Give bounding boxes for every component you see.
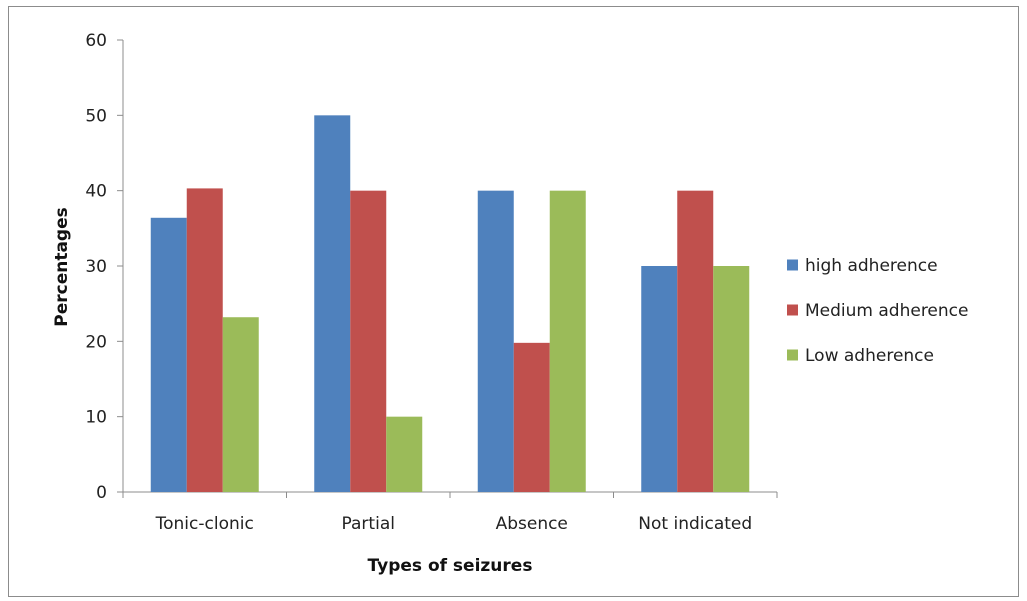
x-category-label: Tonic-clonic — [155, 514, 254, 534]
bars — [150, 115, 750, 492]
bar — [386, 416, 423, 492]
y-tick-label: 30 — [85, 257, 107, 277]
bar — [549, 190, 586, 492]
bar — [677, 190, 714, 492]
x-axis: Tonic-clonic Partial Absence Not indicated — [122, 491, 778, 534]
x-axis-title: Types of seizures — [368, 556, 533, 576]
legend: high adherence Medium adherence Low adhere… — [787, 256, 968, 366]
bar — [641, 266, 678, 492]
y-axis: 0 10 20 30 40 50 60 — [85, 31, 124, 503]
legend-label: high adherence — [805, 256, 938, 276]
y-axis-title: Percentages — [52, 207, 72, 327]
legend-label: Medium adherence — [805, 301, 968, 321]
y-tick-label: 40 — [85, 182, 107, 202]
bar — [477, 190, 514, 492]
x-category-label: Partial — [342, 514, 395, 534]
bar — [314, 115, 351, 492]
x-category-label: Absence — [496, 514, 568, 534]
bar — [186, 188, 223, 492]
chart-border — [8, 6, 1019, 597]
bar — [150, 217, 187, 492]
y-tick-label: 0 — [96, 483, 107, 503]
y-tick-label: 20 — [85, 332, 107, 352]
bar — [350, 190, 387, 492]
y-tick-label: 10 — [85, 408, 107, 428]
y-tick-label: 50 — [85, 106, 107, 126]
legend-swatch — [787, 349, 798, 361]
legend-label: Low adherence — [805, 346, 934, 366]
bar — [713, 266, 750, 492]
legend-swatch — [787, 259, 798, 271]
x-category-label: Not indicated — [638, 514, 752, 534]
y-tick-label: 60 — [85, 31, 107, 51]
bar — [222, 317, 259, 492]
bar — [513, 342, 550, 492]
legend-swatch — [787, 304, 798, 316]
